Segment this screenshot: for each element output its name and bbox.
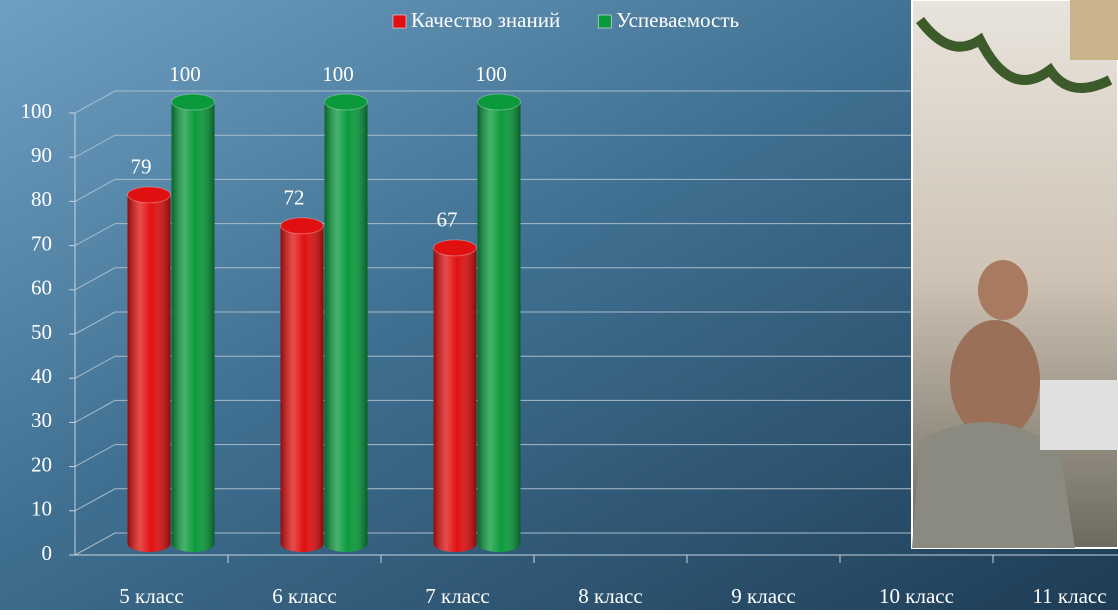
legend-label: Успеваемость [616,8,739,32]
value-label: 100 [169,62,201,86]
chart: 0 10 20 30 40 50 60 70 80 90 100 5 класс 6 класс 7 кл… [0,0,1118,610]
value-label: 79 [131,155,152,179]
y-tick-label: 20 [31,452,52,476]
value-label: 72 [284,186,305,210]
y-tick-label: 30 [31,408,52,432]
bar-top [325,94,368,110]
x-tick-label: 8 класс [578,584,642,608]
page: 0 10 20 30 40 50 60 70 80 90 100 5 класс 6 класс 7 кл… [0,0,1118,610]
bar-top [281,218,324,234]
bar-top [128,187,171,203]
bar-body [281,226,324,544]
bar-top [172,94,215,110]
x-tick-label: 11 класс [1032,584,1106,608]
bar-body [478,102,521,544]
legend-swatch [598,15,611,28]
bar [478,94,521,552]
bar [434,240,477,552]
legend-swatch [393,15,406,28]
y-tick-label: 60 [31,276,52,300]
bar-top [434,240,477,256]
y-tick-label: 70 [31,231,52,255]
value-label: 100 [475,62,507,86]
y-tick-label: 80 [31,187,52,211]
legend-label: Качество знаний [411,8,560,32]
value-label: 100 [322,62,354,86]
y-tick-label: 50 [31,320,52,344]
y-tick-label: 0 [42,541,53,565]
bar [128,187,171,552]
bar-body [434,248,477,544]
bar-body [128,195,171,544]
bar-body [325,102,368,544]
bar [325,94,368,552]
bar [281,218,324,552]
bar-top [478,94,521,110]
y-tick-label: 40 [31,364,52,388]
x-tick-label: 7 класс [425,584,489,608]
photo [912,0,1118,548]
x-tick-label: 9 класс [731,584,795,608]
x-tick-label: 5 класс [119,584,183,608]
x-tick-label: 6 класс [272,584,336,608]
bar-body [172,102,215,544]
bar [172,94,215,552]
value-label: 67 [437,208,458,232]
y-tick-label: 90 [31,143,52,167]
y-tick-label: 100 [21,99,53,123]
y-tick-label: 10 [31,497,52,521]
x-tick-label: 10 класс [879,584,954,608]
